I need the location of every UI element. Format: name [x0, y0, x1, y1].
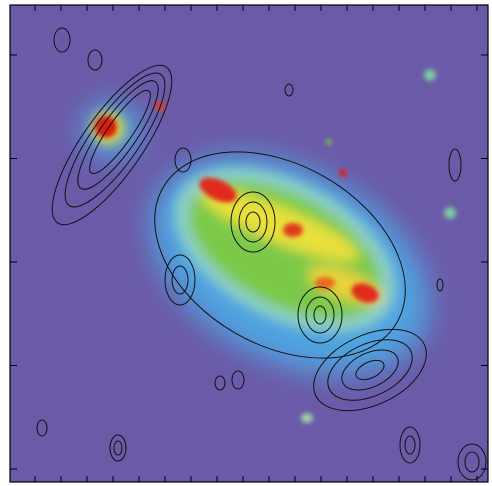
- image-figure: [0, 0, 492, 486]
- page: (() => { const data = JSON.parse(documen…: [0, 0, 492, 486]
- intensity-map: [10, 5, 488, 482]
